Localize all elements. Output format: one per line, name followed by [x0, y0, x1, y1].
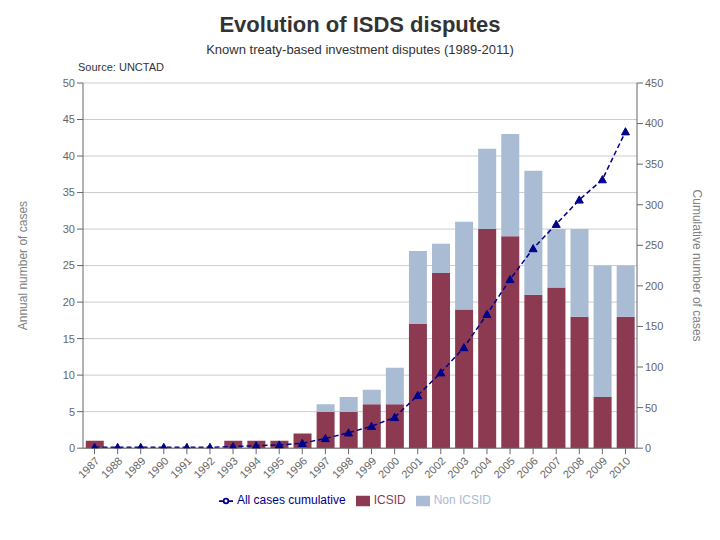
svg-text:300: 300	[645, 199, 663, 211]
svg-text:1988: 1988	[99, 455, 125, 481]
svg-text:2008: 2008	[560, 455, 586, 481]
svg-text:400: 400	[645, 117, 663, 129]
svg-text:1995: 1995	[260, 455, 286, 481]
svg-text:350: 350	[645, 158, 663, 170]
svg-text:25: 25	[63, 259, 75, 271]
svg-text:5: 5	[69, 406, 75, 418]
svg-text:2010: 2010	[607, 455, 633, 481]
svg-text:1999: 1999	[353, 455, 379, 481]
svg-text:2004: 2004	[468, 455, 494, 481]
svg-text:150: 150	[645, 320, 663, 332]
svg-text:2000: 2000	[376, 455, 402, 481]
svg-text:45: 45	[63, 113, 75, 125]
svg-text:20: 20	[63, 296, 75, 308]
svg-text:250: 250	[645, 239, 663, 251]
svg-text:200: 200	[645, 280, 663, 292]
svg-text:1992: 1992	[191, 455, 217, 481]
html-text:Non ICSID: Non ICSID	[433, 493, 491, 508]
svg-text:50: 50	[63, 77, 75, 89]
svg-text:0: 0	[69, 442, 75, 454]
svg-text:1994: 1994	[237, 455, 263, 481]
html-text:All cases cumulative: All cases cumulative	[237, 493, 346, 508]
svg-text:2003: 2003	[445, 455, 471, 481]
svg-text:2005: 2005	[491, 455, 517, 481]
svg-text:Cumulative number of cases: Cumulative number of cases	[690, 190, 704, 342]
svg-text:Annual number of cases: Annual number of cases	[16, 201, 30, 330]
html-text:ICSID: ICSID	[373, 493, 406, 508]
svg-text:1997: 1997	[307, 455, 333, 481]
svg-text:35: 35	[63, 186, 75, 198]
svg-text:1998: 1998	[330, 455, 356, 481]
svg-text:1993: 1993	[214, 455, 240, 481]
svg-text:0: 0	[645, 442, 651, 454]
html-text:Evolution of ISDS disputes: Evolution of ISDS disputes	[219, 12, 501, 37]
svg-text:1990: 1990	[145, 455, 171, 481]
svg-text:50: 50	[645, 402, 657, 414]
svg-text:2007: 2007	[537, 455, 563, 481]
svg-text:1996: 1996	[283, 455, 309, 481]
svg-text:30: 30	[63, 223, 75, 235]
svg-text:100: 100	[645, 361, 663, 373]
svg-text:450: 450	[645, 77, 663, 89]
svg-text:2009: 2009	[584, 455, 610, 481]
svg-text:15: 15	[63, 333, 75, 345]
svg-text:10: 10	[63, 369, 75, 381]
svg-text:1987: 1987	[76, 455, 102, 481]
html-text:Known treaty-based investment: Known treaty-based investment disputes (…	[206, 42, 514, 57]
svg-text:2002: 2002	[422, 455, 448, 481]
svg-text:1991: 1991	[168, 455, 194, 481]
html-text:Source: UNCTAD: Source: UNCTAD	[78, 61, 164, 73]
svg-text:2001: 2001	[399, 455, 425, 481]
svg-text:40: 40	[63, 150, 75, 162]
svg-text:2006: 2006	[514, 455, 540, 481]
svg-text:1989: 1989	[122, 455, 148, 481]
